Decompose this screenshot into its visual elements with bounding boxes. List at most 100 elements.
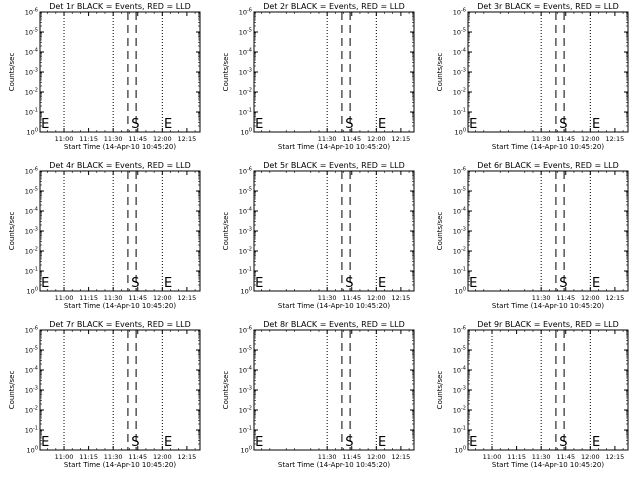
event-marker-e: E bbox=[592, 276, 600, 291]
y-tick-label: 10-4 bbox=[25, 48, 38, 57]
x-tick-label: 12:00 bbox=[153, 453, 172, 461]
y-tick-label: 10-5 bbox=[239, 346, 252, 355]
y-tick-label: 10-4 bbox=[453, 366, 466, 375]
plot-frame bbox=[253, 329, 415, 451]
y-tick-label: 10-1 bbox=[453, 426, 466, 435]
event-marker-e: E bbox=[469, 276, 477, 291]
event-marker-e: E bbox=[255, 276, 263, 291]
x-tick-label: 11:30 bbox=[318, 453, 337, 461]
x-tick-label: 11:30 bbox=[318, 135, 337, 143]
x-tick-label: 11:45 bbox=[556, 294, 575, 302]
detector-plot-6: Det 6r BLACK = Events, RED = LLD 100 10-1 1… bbox=[436, 161, 629, 310]
y-tick-label: 100 bbox=[27, 287, 38, 296]
event-marker-e: E bbox=[255, 435, 263, 450]
detector-plot-1: Det 1r BLACK = Events, RED = LLD 100 10-1 1… bbox=[8, 2, 201, 151]
plot-frame bbox=[253, 11, 415, 133]
event-marker-s: S bbox=[559, 435, 567, 450]
y-tick-label: 10-3 bbox=[453, 386, 466, 395]
event-marker-e: E bbox=[164, 117, 172, 132]
y-tick-label: 10-2 bbox=[25, 406, 38, 415]
y-axis-label: Counts/sec bbox=[8, 371, 16, 410]
plot-title: Det 9r BLACK = Events, RED = LLD bbox=[477, 320, 619, 329]
x-axis-label: Start Time (14-Apr-10 10:45:20) bbox=[64, 461, 176, 469]
x-tick-label: 11:45 bbox=[342, 453, 361, 461]
y-tick-label: 10-1 bbox=[453, 267, 466, 276]
y-tick-label: 10-2 bbox=[25, 247, 38, 256]
y-tick-label: 10-1 bbox=[239, 108, 252, 117]
y-tick-label: 10-5 bbox=[453, 187, 466, 196]
x-tick-label: 11:15 bbox=[79, 453, 98, 461]
y-tick-label: 10-3 bbox=[239, 227, 252, 236]
y-tick-label: 10-6 bbox=[239, 8, 252, 17]
y-tick-label: 10-3 bbox=[25, 227, 38, 236]
x-tick-label: 11:45 bbox=[128, 135, 147, 143]
x-axis-label: Start Time (14-Apr-10 10:45:20) bbox=[492, 302, 604, 310]
x-axis-label: Start Time (14-Apr-10 10:45:20) bbox=[64, 302, 176, 310]
y-tick-label: 100 bbox=[241, 287, 252, 296]
y-tick-label: 10-1 bbox=[239, 426, 252, 435]
x-tick-label: 12:15 bbox=[392, 453, 411, 461]
y-tick-label: 10-3 bbox=[25, 68, 38, 77]
y-tick-label: 10-4 bbox=[239, 48, 252, 57]
plot-frame bbox=[253, 170, 415, 292]
event-marker-s: S bbox=[131, 117, 139, 132]
event-marker-e: E bbox=[378, 276, 386, 291]
plot-title: Det 4r BLACK = Events, RED = LLD bbox=[49, 161, 191, 170]
x-tick-label: 11:45 bbox=[556, 453, 575, 461]
x-tick-label: 12:00 bbox=[581, 135, 600, 143]
x-tick-label: 11:45 bbox=[342, 135, 361, 143]
x-tick-label: 11:30 bbox=[104, 294, 123, 302]
event-marker-e: E bbox=[592, 117, 600, 132]
y-tick-label: 10-6 bbox=[239, 326, 252, 335]
y-tick-label: 10-3 bbox=[239, 386, 252, 395]
plot-frame bbox=[467, 170, 629, 292]
y-tick-label: 10-5 bbox=[453, 346, 466, 355]
y-tick-label: 10-6 bbox=[25, 8, 38, 17]
event-marker-e: E bbox=[469, 117, 477, 132]
x-tick-label: 12:15 bbox=[178, 294, 197, 302]
y-tick-label: 10-6 bbox=[453, 167, 466, 176]
event-marker-s: S bbox=[131, 276, 139, 291]
y-tick-label: 100 bbox=[241, 446, 252, 455]
x-axis-label: Start Time (14-Apr-10 10:45:20) bbox=[278, 302, 390, 310]
x-tick-label: 11:30 bbox=[318, 294, 337, 302]
event-marker-s: S bbox=[559, 117, 567, 132]
y-tick-label: 10-6 bbox=[453, 326, 466, 335]
y-axis-label: Counts/sec bbox=[222, 53, 230, 92]
plot-title: Det 7r BLACK = Events, RED = LLD bbox=[49, 320, 191, 329]
y-tick-label: 10-1 bbox=[25, 426, 38, 435]
y-tick-label: 10-4 bbox=[239, 207, 252, 216]
x-tick-label: 11:45 bbox=[342, 294, 361, 302]
y-tick-label: 10-4 bbox=[453, 48, 466, 57]
y-tick-label: 10-5 bbox=[239, 187, 252, 196]
y-tick-label: 10-4 bbox=[453, 207, 466, 216]
x-axis-label: Start Time (14-Apr-10 10:45:20) bbox=[64, 143, 176, 151]
event-marker-e: E bbox=[164, 435, 172, 450]
x-tick-label: 11:00 bbox=[55, 135, 74, 143]
x-tick-label: 11:45 bbox=[128, 294, 147, 302]
x-tick-label: 12:15 bbox=[606, 453, 625, 461]
event-marker-e: E bbox=[378, 117, 386, 132]
y-axis-label: Counts/sec bbox=[222, 371, 230, 410]
x-axis-label: Start Time (14-Apr-10 10:45:20) bbox=[278, 461, 390, 469]
event-marker-e: E bbox=[378, 435, 386, 450]
y-tick-label: 10-2 bbox=[239, 247, 252, 256]
event-marker-s: S bbox=[345, 276, 353, 291]
event-marker-e: E bbox=[41, 276, 49, 291]
y-tick-label: 10-2 bbox=[453, 247, 466, 256]
x-tick-label: 11:45 bbox=[128, 453, 147, 461]
event-marker-s: S bbox=[131, 435, 139, 450]
y-tick-label: 10-3 bbox=[25, 386, 38, 395]
plot-frame bbox=[467, 11, 629, 133]
y-tick-label: 10-5 bbox=[453, 28, 466, 37]
x-tick-label: 12:15 bbox=[392, 294, 411, 302]
y-tick-label: 10-1 bbox=[25, 267, 38, 276]
detector-plot-5: Det 5r BLACK = Events, RED = LLD 100 10-1 1… bbox=[222, 161, 415, 310]
x-tick-label: 11:00 bbox=[55, 453, 74, 461]
y-tick-label: 100 bbox=[241, 128, 252, 137]
event-marker-e: E bbox=[469, 435, 477, 450]
y-tick-label: 10-5 bbox=[25, 346, 38, 355]
plot-title: Det 1r BLACK = Events, RED = LLD bbox=[49, 2, 191, 11]
x-tick-label: 12:15 bbox=[178, 453, 197, 461]
x-tick-label: 11:30 bbox=[104, 453, 123, 461]
